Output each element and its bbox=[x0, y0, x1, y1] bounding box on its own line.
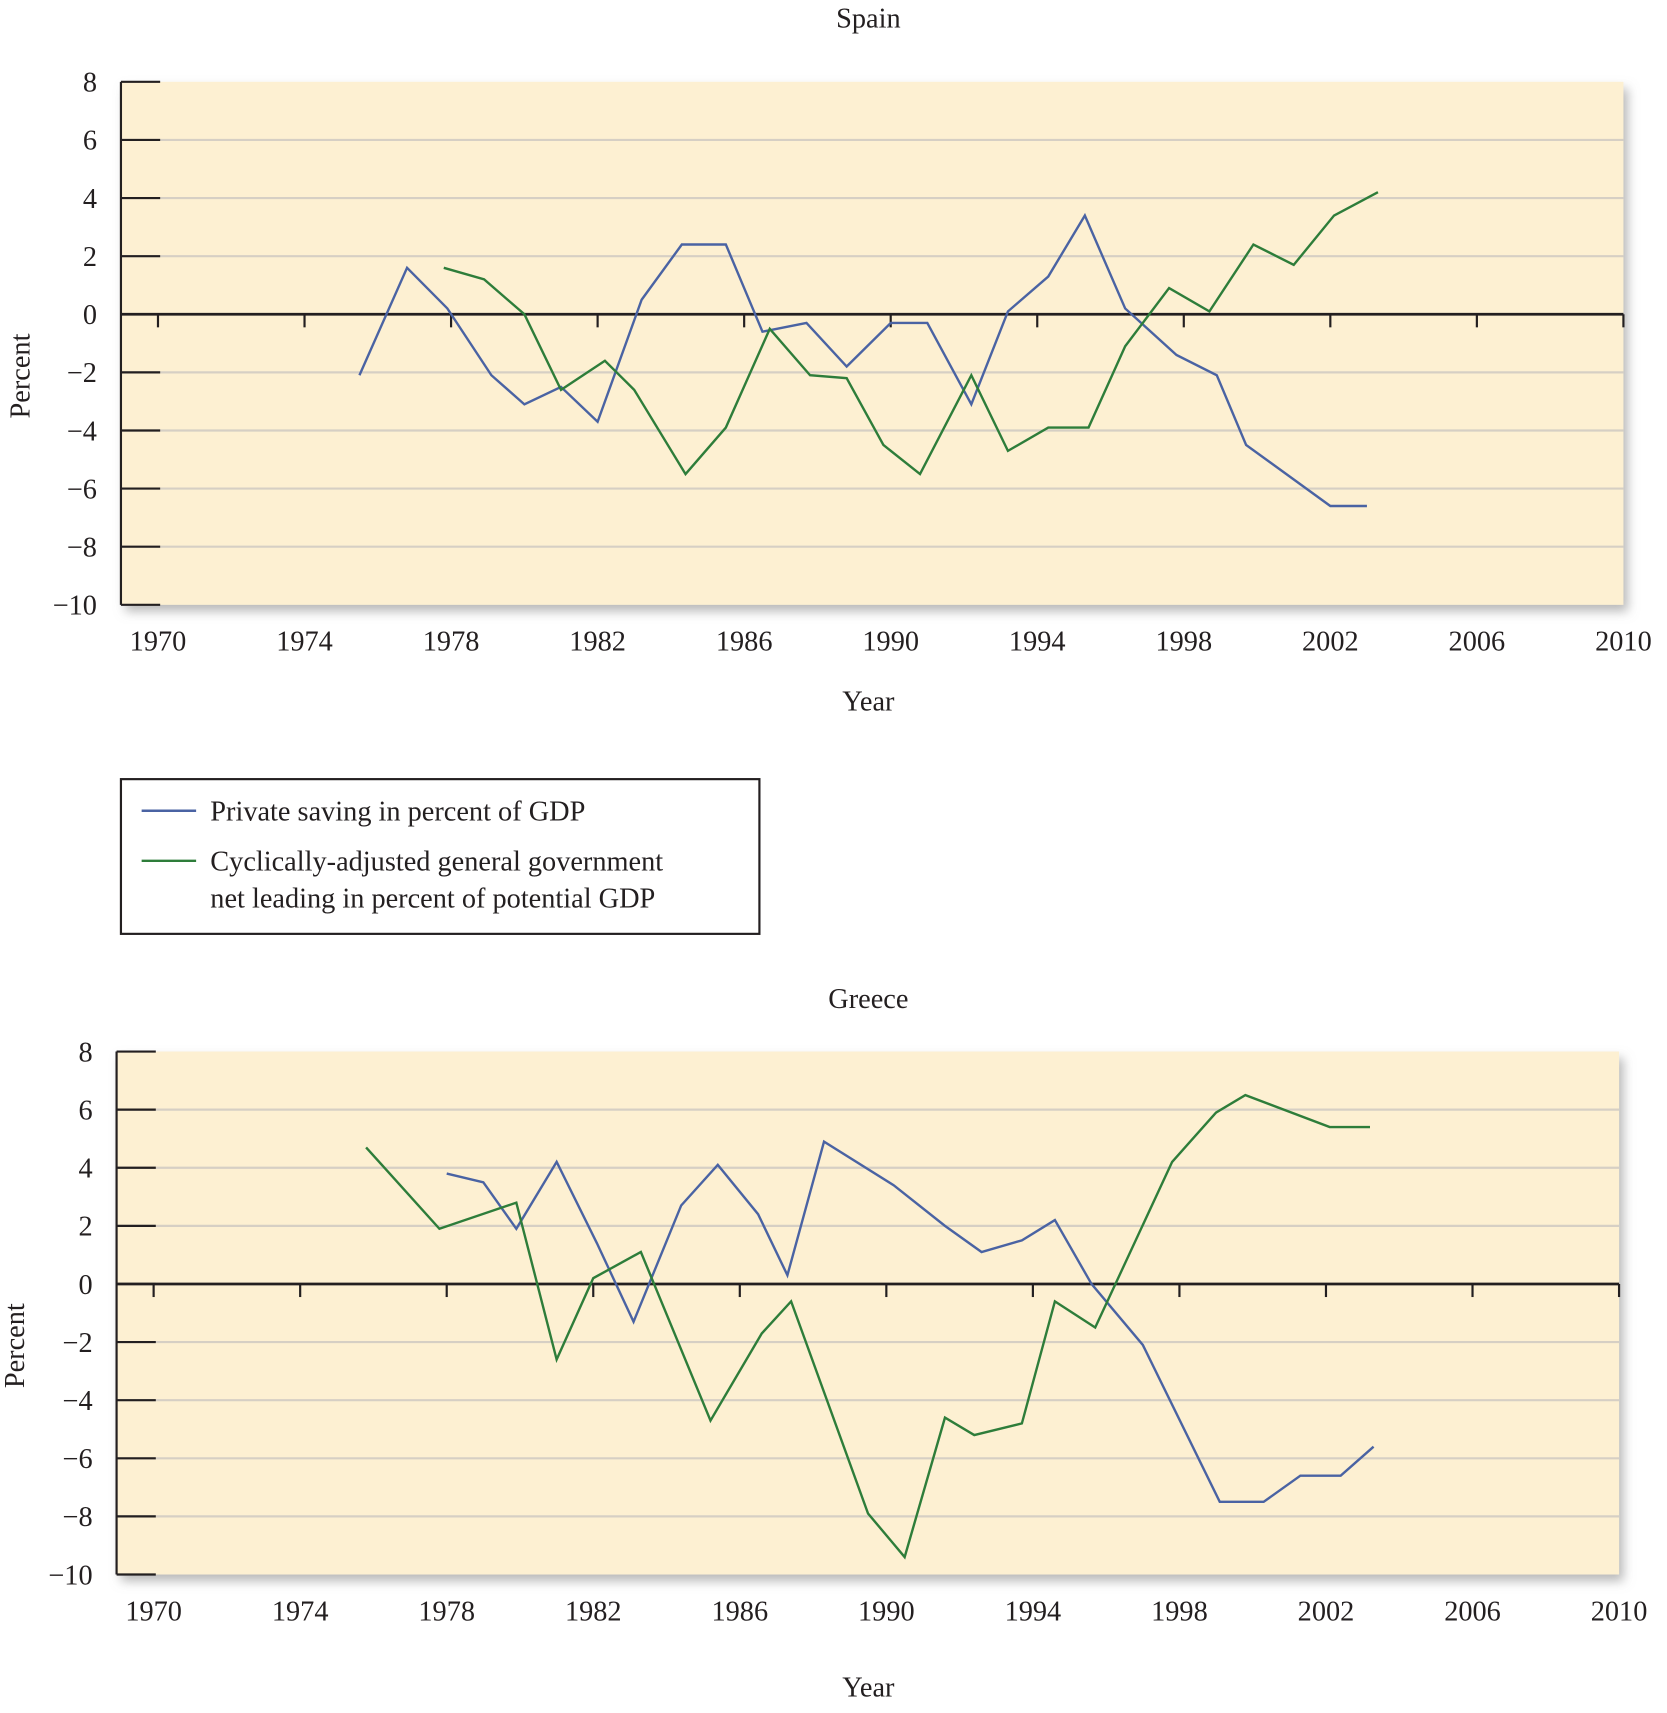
x-tick-label: 1998 bbox=[1151, 1596, 1208, 1627]
x-tick-label: 1974 bbox=[272, 1596, 329, 1627]
x-tick-label: 1982 bbox=[569, 627, 626, 658]
y-tick-label: 6 bbox=[83, 126, 97, 157]
x-tick-label: 1982 bbox=[565, 1596, 622, 1627]
y-tick-label: −10 bbox=[48, 1560, 92, 1591]
y-tick-label: 2 bbox=[78, 1212, 92, 1243]
x-tick-label: 1994 bbox=[1005, 1596, 1062, 1627]
y-tick-label: −10 bbox=[53, 591, 97, 622]
y-tick-label: −6 bbox=[62, 1444, 92, 1475]
y-axis-label: Percent bbox=[0, 1303, 31, 1388]
y-tick-label: −2 bbox=[62, 1328, 92, 1359]
y-tick-label: 6 bbox=[78, 1095, 92, 1126]
government-net-leading-line bbox=[365, 1093, 1370, 1560]
y-tick-label: −4 bbox=[62, 1386, 92, 1417]
y-tick-label: 4 bbox=[78, 1154, 92, 1185]
y-tick-label: 4 bbox=[83, 184, 97, 215]
x-tick-label: 1990 bbox=[858, 1596, 915, 1627]
x-tick-label: 1970 bbox=[130, 627, 187, 658]
chart-title: Greece bbox=[828, 984, 908, 1015]
y-tick-label: 0 bbox=[83, 300, 97, 331]
x-tick-label: 1998 bbox=[1155, 627, 1212, 658]
legend-label: Cyclically-adjusted general government bbox=[210, 847, 663, 878]
x-tick-label: 2002 bbox=[1302, 627, 1359, 658]
x-tick-label: 1986 bbox=[711, 1596, 768, 1627]
legend: Private saving in percent of GDP Cyclical… bbox=[119, 778, 761, 935]
x-tick-label: 1974 bbox=[276, 627, 333, 658]
y-tick-label: −6 bbox=[67, 474, 97, 505]
y-tick-label: 8 bbox=[83, 68, 97, 99]
x-tick-label: 2006 bbox=[1444, 1596, 1501, 1627]
x-tick-label: 2002 bbox=[1298, 1596, 1355, 1627]
private-saving-line bbox=[446, 1139, 1375, 1504]
government-net-leading-line bbox=[443, 191, 1379, 477]
x-tick-label: 1978 bbox=[423, 627, 480, 658]
legend-box bbox=[119, 778, 761, 935]
x-tick-label: 2010 bbox=[1591, 1596, 1648, 1627]
x-tick-label: 1978 bbox=[418, 1596, 475, 1627]
y-tick-label: −4 bbox=[67, 416, 97, 447]
greece-chart: 8 6 4 2 0 −2 −4 −6 −8 −10 1970 1974 1978 1982 1986 1990… bbox=[0, 984, 1647, 1704]
x-tick-label: 2006 bbox=[1449, 627, 1506, 658]
x-tick-label: 2010 bbox=[1595, 627, 1652, 658]
y-tick-label: 2 bbox=[83, 242, 97, 273]
y-tick-label: −8 bbox=[67, 533, 97, 564]
x-tick-label: 1970 bbox=[125, 1596, 182, 1627]
x-tick-label: 1986 bbox=[716, 627, 773, 658]
x-tick-label: 1994 bbox=[1009, 627, 1066, 658]
y-tick-label: 0 bbox=[78, 1270, 92, 1301]
x-axis-label: Year bbox=[842, 687, 895, 718]
private-saving-line bbox=[358, 212, 1367, 508]
x-axis-label: Year bbox=[842, 1673, 895, 1704]
plot-area bbox=[116, 1051, 1620, 1575]
chart-title: Spain bbox=[836, 3, 900, 34]
legend-label: Private saving in percent of GDP bbox=[210, 797, 585, 828]
legend-label: net leading in percent of potential GDP bbox=[210, 884, 655, 915]
y-tick-label: −2 bbox=[67, 358, 97, 389]
plot-area bbox=[120, 81, 1624, 605]
x-tick-label: 1990 bbox=[862, 627, 919, 658]
y-tick-label: −8 bbox=[62, 1502, 92, 1533]
y-tick-label: 8 bbox=[78, 1037, 92, 1068]
y-axis-label: Percent bbox=[5, 333, 36, 418]
spain-chart: 8 6 4 2 0 −2 −4 −6 −8 −10 1970 1974 1978 1982 1986 1990… bbox=[5, 3, 1651, 717]
